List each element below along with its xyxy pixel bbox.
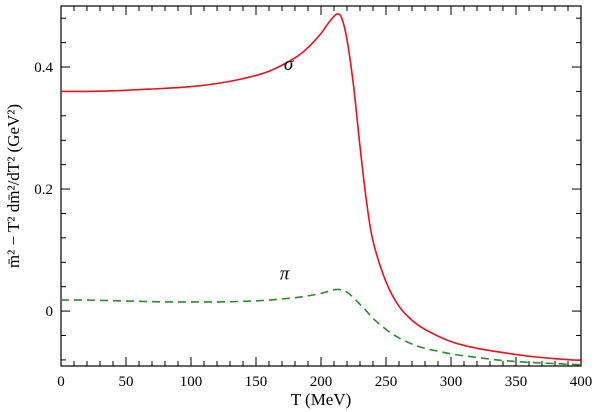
x-tick-label: 300 bbox=[440, 374, 463, 390]
x-tick-label: 0 bbox=[57, 374, 65, 390]
annotation-layer: σπ bbox=[280, 54, 294, 284]
series-line-pi bbox=[60, 288, 582, 366]
x-axis-label: T (MeV) bbox=[291, 390, 352, 409]
x-tick-label: 100 bbox=[180, 374, 203, 390]
x-tick-label: 350 bbox=[505, 374, 528, 390]
y-tick-label: 0.4 bbox=[34, 60, 53, 76]
series-layer bbox=[60, 13, 582, 366]
x-tick-label: 400 bbox=[570, 374, 593, 390]
x-tick-label: 250 bbox=[375, 374, 398, 390]
x-tick-label: 150 bbox=[245, 374, 268, 390]
axis-ticks bbox=[60, 6, 582, 366]
x-tick-label: 200 bbox=[310, 374, 333, 390]
y-tick-label: 0 bbox=[46, 304, 54, 320]
x-tick-label: 50 bbox=[119, 374, 134, 390]
series-annotation: π bbox=[280, 263, 290, 284]
y-tick-label: 0.2 bbox=[34, 182, 53, 198]
plot-frame bbox=[60, 5, 582, 367]
series-annotation: σ bbox=[284, 54, 294, 75]
tick-labels: 0 50 100 150 200 250 300 350 400 0 0.2 0.4 bbox=[34, 60, 592, 390]
series-line-sigma bbox=[60, 13, 582, 362]
y-axis-label: m̄² − T² dm̄²/dT² (GeV²) bbox=[4, 104, 23, 268]
